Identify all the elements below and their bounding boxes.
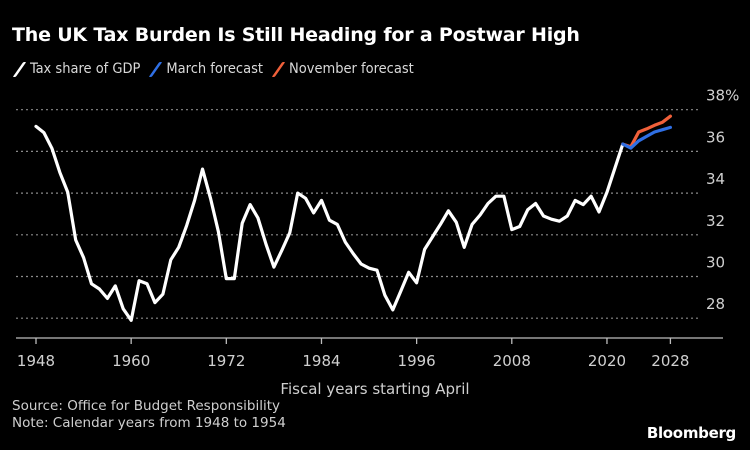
chart-title: The UK Tax Burden Is Still Heading for a… <box>12 24 580 46</box>
x-tick-label: 1948 <box>17 352 55 370</box>
series-line-tax-share-of-gdp <box>34 124 625 322</box>
legend-item-november-forecast: November forecast <box>271 61 414 77</box>
x-axis-title: Fiscal years starting April <box>0 380 750 398</box>
legend-label: March forecast <box>166 61 264 77</box>
y-tick-label: 34 <box>706 170 725 188</box>
legend: Tax share of GDP March forecast November… <box>12 61 424 77</box>
x-tick-label: 1960 <box>112 352 150 370</box>
legend-item-tax-share: Tax share of GDP <box>12 61 141 77</box>
x-axis: 1948 1960 1972 1984 1996 2008 2020 2028 <box>16 337 723 370</box>
x-tick-label: 2028 <box>651 352 689 370</box>
y-tick-label: 32 <box>706 212 725 230</box>
legend-item-march-forecast: March forecast <box>149 61 264 77</box>
x-tick-label: 1972 <box>207 352 245 370</box>
y-tick-label: 36 <box>706 128 725 146</box>
legend-label: November forecast <box>289 61 414 77</box>
bloomberg-logo: Bloomberg <box>646 424 736 442</box>
x-tick-label: 1984 <box>302 352 340 370</box>
footnote: Note: Calendar years from 1948 to 1954 <box>12 415 286 431</box>
y-tick-label: 38% <box>706 87 739 105</box>
y-tick-label: 28 <box>706 295 725 313</box>
source-note: Source: Office for Budget Responsibility <box>12 398 280 414</box>
y-tick-label: 30 <box>706 254 725 272</box>
legend-label: Tax share of GDP <box>30 61 141 77</box>
gridlines <box>16 109 700 319</box>
y-axis-tick-labels: 28 30 32 34 36 38% <box>706 87 739 314</box>
x-tick-label: 2008 <box>493 352 531 370</box>
series-line-november-forecast <box>621 114 673 149</box>
series-lines <box>34 114 673 322</box>
x-axis-title-text: Fiscal years starting April <box>280 380 470 398</box>
series-line-march-forecast <box>621 125 673 150</box>
x-tick-label: 1996 <box>398 352 436 370</box>
x-tick-label: 2020 <box>588 352 626 370</box>
